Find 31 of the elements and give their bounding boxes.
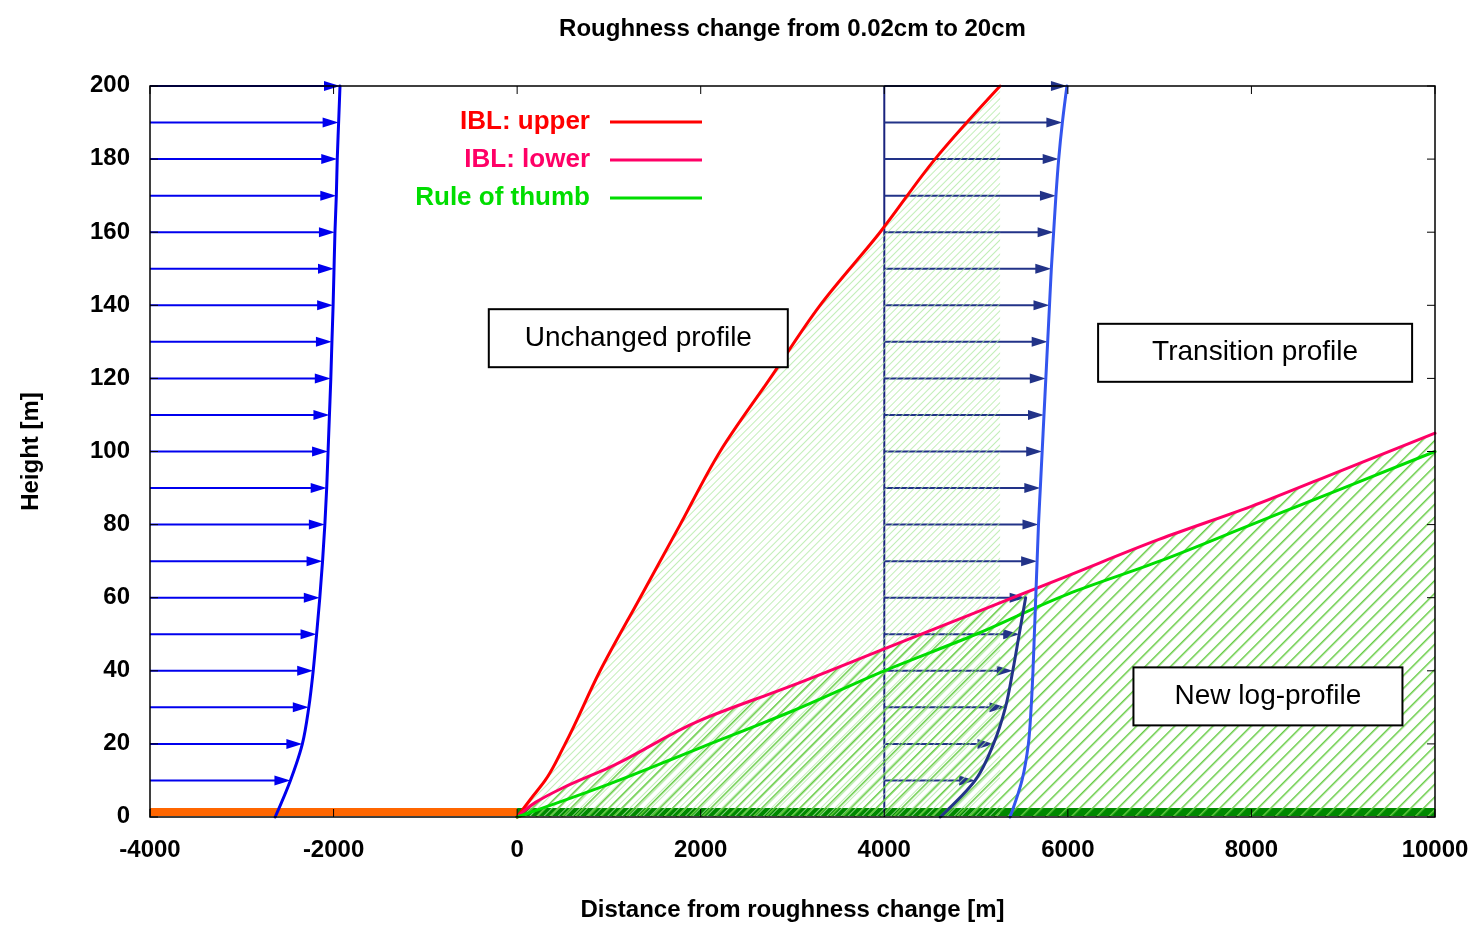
x-tick-label: 10000 (1401, 835, 1469, 862)
y-tick-label: 20 (103, 728, 130, 756)
y-tick-label: 120 (89, 362, 130, 390)
legend-label: IBL: upper (460, 104, 590, 135)
y-tick-label: 0 (116, 801, 130, 829)
y-tick-label: 140 (89, 289, 130, 317)
y-tick-label: 180 (89, 143, 130, 171)
x-tick-label: 4000 (857, 835, 911, 862)
annotation: New log-profile (1174, 678, 1362, 710)
x-tick-label: 2000 (674, 835, 728, 862)
label-box: New log-profile (1132, 666, 1404, 727)
chart-title: Roughness change from 0.02cm to 20cm (559, 14, 1026, 41)
y-tick-label: 40 (103, 655, 130, 683)
label-box: Transition profile (1097, 322, 1414, 383)
y-axis-title: Height [m] (16, 392, 43, 511)
y-tick-label: 60 (103, 582, 130, 610)
y-tick-label: 80 (103, 508, 130, 536)
x-tick-label: 0 (510, 835, 524, 862)
x-tick-label: 8000 (1224, 835, 1279, 862)
y-tick-label: 200 (89, 70, 130, 98)
y-tick-label: 160 (89, 216, 130, 244)
x-tick-label: -2000 (302, 835, 365, 862)
x-axis-title: Distance from roughness change [m] (580, 895, 1005, 922)
annotation: Unchanged profile (524, 320, 752, 352)
x-tick-label: -4000 (119, 835, 181, 862)
annotation: Transition profile (1152, 335, 1359, 367)
y-tick-label: 100 (89, 435, 130, 463)
x-tick-label: 6000 (1041, 835, 1095, 862)
legend-label: Rule of thumb (415, 180, 590, 211)
legend-label: IBL: lower (464, 142, 590, 173)
label-box: Unchanged profile (487, 308, 789, 369)
